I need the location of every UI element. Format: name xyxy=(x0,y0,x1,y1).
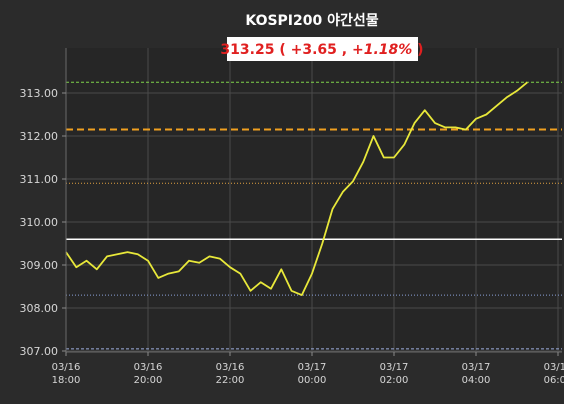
plot-area xyxy=(66,48,562,352)
y-tick-label: 310.00 xyxy=(20,216,59,229)
y-tick-label: 313.00 xyxy=(20,87,59,100)
x-tick-date: 03/16 xyxy=(134,362,163,373)
series-line xyxy=(65,81,528,297)
price-close-paren: ) xyxy=(417,42,423,58)
x-tick-date: 03/16 xyxy=(216,362,245,373)
x-tick-time: 18:00 xyxy=(52,375,81,386)
x-tick-date: 03/16 xyxy=(52,362,81,373)
price-box xyxy=(227,37,418,61)
x-tick-time: 06:00 xyxy=(544,375,564,386)
price-change-pct: +1.18% xyxy=(352,42,412,58)
y-tick-label: 311.00 xyxy=(20,173,59,186)
price-readout: 313.25 ( +3.65 , +1.18% ) xyxy=(220,42,423,58)
x-tick-time: 02:00 xyxy=(380,375,409,386)
x-tick-time: 04:00 xyxy=(462,375,491,386)
reference-lines xyxy=(66,81,562,350)
price-last: 313.25 xyxy=(220,42,274,58)
y-axis-ticks: 307.00 308.00 309.00 310.00 311.00 312.00 313.… xyxy=(20,87,66,358)
price-open-paren: ( xyxy=(279,42,285,58)
x-tick-date: 03/17 xyxy=(462,362,491,373)
price-comma: , xyxy=(342,42,352,58)
y-tick-label: 308.00 xyxy=(20,302,59,315)
x-tick-date: 03/17 xyxy=(380,362,409,373)
y-tick-label: 312.00 xyxy=(20,130,59,143)
x-tick-time: 00:00 xyxy=(298,375,327,386)
series-group xyxy=(65,81,528,297)
chart-title: KOSPI200 야간선물 xyxy=(245,12,378,29)
y-tick-label: 307.00 xyxy=(20,345,59,358)
x-tick-date: 03/17 xyxy=(298,362,327,373)
x-tick-date: 03/17 xyxy=(544,362,564,373)
x-tick-time: 22:00 xyxy=(216,375,245,386)
price-change: +3.65 xyxy=(291,42,337,58)
x-axis-ticks: 03/16 18:00 03/16 20:00 03/16 22:00 03/17 00:00… xyxy=(52,352,564,386)
y-tick-label: 309.00 xyxy=(20,259,59,272)
x-tick-time: 20:00 xyxy=(134,375,163,386)
